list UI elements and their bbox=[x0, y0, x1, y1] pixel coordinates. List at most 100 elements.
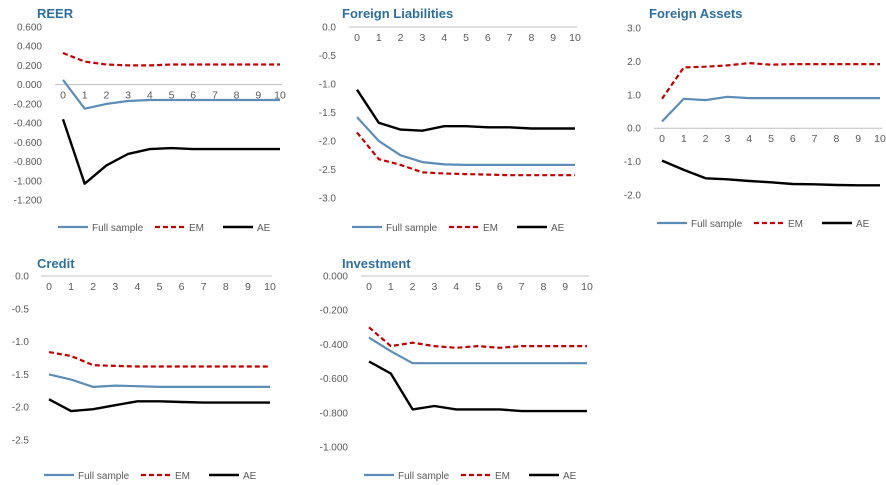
series-line-ae bbox=[661, 159, 880, 187]
x-tick-label: 3 bbox=[125, 90, 131, 102]
x-tick-label: 8 bbox=[223, 281, 229, 293]
series-line-em bbox=[48, 351, 270, 368]
y-tick-label: -1.5 bbox=[319, 108, 337, 119]
x-tick-label: 6 bbox=[190, 90, 196, 102]
series-line-full_sample bbox=[356, 116, 575, 166]
x-tick-label: 7 bbox=[812, 133, 818, 145]
reer-chart: 0.600 0.400 0.200 0.000 -0.200 -0.400 -0.600 -0… bbox=[14, 23, 286, 235]
y-tick-label: 0.400 bbox=[17, 42, 42, 53]
x-tick-label: 1 bbox=[68, 281, 74, 293]
y-tick-label: -2.0 bbox=[12, 403, 30, 414]
legend: Full sample EM AE bbox=[657, 219, 870, 230]
series-line-ae bbox=[61, 118, 280, 185]
x-tick-label: 0 bbox=[354, 32, 360, 44]
y-tick-label: -1.0 bbox=[12, 337, 30, 348]
legend-label-em: EM bbox=[788, 219, 803, 230]
y-tick-label: -1.0 bbox=[624, 157, 642, 168]
y-tick-label: 0.0 bbox=[322, 23, 336, 34]
investment-panel: Investment 0.000 -0.200 -0.400 -0.600 -0.800… bbox=[305, 250, 605, 485]
series-line-ae bbox=[48, 398, 270, 413]
foreign-liabilities-chart: 0.0 -0.5 -1.0 -1.5 -2.0 -2.5 -3.0 0 1 2 3 4 5 6 7 8 9 10 F… bbox=[319, 23, 581, 235]
legend-label-ae: AE bbox=[563, 471, 577, 482]
chart-title: REER bbox=[37, 6, 74, 21]
x-tick-label: 4 bbox=[453, 281, 459, 293]
y-tick-label: -1.0 bbox=[319, 80, 337, 91]
legend-label-em: EM bbox=[189, 223, 204, 234]
chart-title: Credit bbox=[37, 256, 75, 271]
legend: Full sample EM AE bbox=[44, 471, 257, 482]
y-tick-label: 0.0 bbox=[627, 124, 641, 135]
x-tick-label: 7 bbox=[519, 281, 525, 293]
legend-label-full_sample: Full sample bbox=[691, 219, 743, 230]
y-tick-label: -0.400 bbox=[320, 340, 349, 351]
series-line-ae bbox=[368, 360, 587, 413]
legend: Full sample EM AE bbox=[352, 223, 565, 234]
legend-label-ae: AE bbox=[856, 219, 870, 230]
chart-title: Foreign Assets bbox=[649, 6, 743, 21]
x-tick-label: 2 bbox=[410, 281, 416, 293]
legend-label-ae: AE bbox=[551, 223, 565, 234]
x-tick-label: 1 bbox=[681, 133, 687, 145]
x-tick-label: 8 bbox=[833, 133, 839, 145]
x-tick-label: 10 bbox=[874, 133, 886, 145]
y-tick-label: 0.000 bbox=[323, 272, 348, 283]
legend-label-full_sample: Full sample bbox=[398, 471, 450, 482]
x-tick-label: 5 bbox=[463, 32, 469, 44]
x-tick-label: 10 bbox=[581, 281, 593, 293]
legend-label-ae: AE bbox=[243, 471, 257, 482]
x-tick-label: 4 bbox=[746, 133, 752, 145]
x-tick-label: 1 bbox=[388, 281, 394, 293]
y-tick-label: -1.200 bbox=[14, 196, 43, 207]
credit-panel: Credit 0.0 -0.5 -1.0 -1.5 -2.0 -2.5 0 1 2 3 4 5 6 7 8 9… bbox=[0, 250, 300, 485]
x-tick-label: 5 bbox=[768, 133, 774, 145]
reer-panel: REER 0.600 0.400 0.200 0.000 -0.200 -0.400 -0.… bbox=[0, 0, 295, 240]
y-tick-label: 0.0 bbox=[15, 272, 29, 283]
x-tick-label: 3 bbox=[431, 281, 437, 293]
chart-title: Foreign Liabilities bbox=[342, 6, 454, 21]
y-tick-label: 1.0 bbox=[627, 90, 641, 101]
series-line-ae bbox=[355, 89, 575, 132]
legend-label-em: EM bbox=[495, 471, 510, 482]
x-tick-label: 10 bbox=[274, 90, 286, 102]
y-tick-label: -1.000 bbox=[14, 176, 43, 187]
x-tick-label: 2 bbox=[398, 32, 404, 44]
legend-label-full_sample: Full sample bbox=[92, 223, 144, 234]
y-tick-label: -2.5 bbox=[319, 165, 337, 176]
x-tick-label: 5 bbox=[475, 281, 481, 293]
x-tick-label: 9 bbox=[855, 133, 861, 145]
x-tick-label: 7 bbox=[212, 90, 218, 102]
y-tick-label: -1.5 bbox=[12, 370, 30, 381]
foreign-assets-panel: Foreign Assets 3.0 2.0 1.0 0.0 -1.0 -2.0 0 1 2 3 4… bbox=[612, 0, 886, 240]
x-tick-label: 2 bbox=[90, 281, 96, 293]
x-tick-label: 7 bbox=[507, 32, 513, 44]
y-tick-label: -3.0 bbox=[319, 194, 337, 205]
y-tick-label: -0.5 bbox=[12, 304, 30, 315]
y-tick-label: -2.5 bbox=[12, 436, 30, 447]
y-tick-label: -2.0 bbox=[319, 137, 337, 148]
legend: Full sample EM AE bbox=[364, 471, 577, 482]
x-tick-label: 9 bbox=[562, 281, 568, 293]
legend-label-em: EM bbox=[483, 223, 498, 234]
x-tick-label: 2 bbox=[703, 133, 709, 145]
y-tick-label: 3.0 bbox=[627, 24, 641, 35]
series-line-em bbox=[62, 51, 280, 67]
x-tick-label: 0 bbox=[366, 281, 372, 293]
x-tick-label: 8 bbox=[528, 32, 534, 44]
x-tick-label: 3 bbox=[112, 281, 118, 293]
x-tick-label: 9 bbox=[550, 32, 556, 44]
x-tick-label: 10 bbox=[569, 32, 581, 44]
x-tick-label: 9 bbox=[255, 90, 261, 102]
legend-label-full_sample: Full sample bbox=[78, 471, 130, 482]
y-tick-label: -0.200 bbox=[14, 99, 43, 110]
x-tick-label: 1 bbox=[376, 32, 382, 44]
x-tick-label: 1 bbox=[82, 90, 88, 102]
x-tick-label: 6 bbox=[790, 133, 796, 145]
x-tick-label: 3 bbox=[419, 32, 425, 44]
x-tick-label: 0 bbox=[60, 90, 66, 102]
foreign-liabilities-panel: Foreign Liabilities 0.0 -0.5 -1.0 -1.5 -2.0 -… bbox=[305, 0, 595, 240]
x-tick-label: 4 bbox=[134, 281, 140, 293]
y-tick-label: -0.800 bbox=[320, 408, 349, 419]
x-tick-label: 6 bbox=[497, 281, 503, 293]
x-tick-label: 6 bbox=[179, 281, 185, 293]
x-tick-label: 0 bbox=[659, 133, 665, 145]
